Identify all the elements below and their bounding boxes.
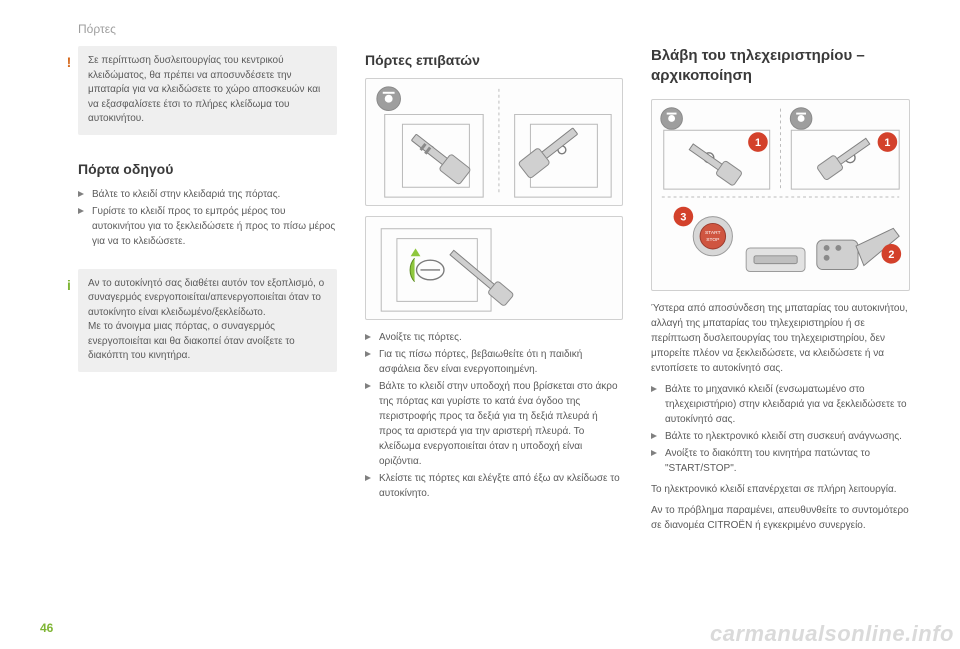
svg-text:STOP: STOP	[706, 237, 719, 243]
col3-para-1: Ύστερα από αποσύνδεση της μπαταρίας του …	[651, 301, 910, 376]
svg-text:2: 2	[888, 248, 894, 260]
info-text: Αν το αυτοκίνητό σας διαθέτει αυτόν τον …	[88, 278, 324, 362]
col2-bullets: Ανοίξτε τις πόρτες. Για τις πίσω πόρτες,…	[365, 330, 623, 503]
col2-bullet-1: Ανοίξτε τις πόρτες.	[365, 330, 623, 345]
column-2: Πόρτες επιβατών	[365, 46, 623, 539]
column-3: Βλάβη του τηλεχειριστηρίου – αρχικοποίησ…	[651, 46, 910, 539]
illustration-child-lock	[365, 216, 623, 320]
col2-bullet-2: Για τις πίσω πόρτες, βεβαιωθείτε ότι η π…	[365, 347, 623, 377]
warning-box: ! Σε περίπτωση δυσλειτουργίας του κεντρι…	[78, 46, 337, 135]
col3-bullet-3: Ανοίξτε το διακόπτη του κινητήρα πατώντα…	[651, 446, 910, 476]
col3-bullet-2: Βάλτε το ηλεκτρονικό κλειδί στη συσκευή …	[651, 429, 910, 444]
warning-icon: !	[62, 52, 76, 72]
info-box: i Αν το αυτοκίνητό σας διαθέτει αυτόν το…	[78, 269, 337, 372]
illustration-door-key	[365, 78, 623, 206]
svg-text:1: 1	[884, 136, 890, 148]
svg-text:1: 1	[755, 136, 761, 148]
warning-text: Σε περίπτωση δυσλειτουργίας του κεντρικο…	[88, 55, 320, 124]
col2-bullet-3: Βάλτε το κλειδί στην υποδοχή που βρίσκετ…	[365, 379, 623, 469]
info-icon: i	[62, 275, 76, 295]
col1-bullet-2: Γυρίστε το κλειδί προς το εμπρός μέρος τ…	[78, 204, 337, 249]
col3-bullets: Βάλτε το μηχανικό κλειδί (ενσωματωμένο σ…	[651, 382, 910, 478]
heading-passenger-doors: Πόρτες επιβατών	[365, 52, 623, 68]
col1-bullet-1: Βάλτε το κλειδί στην κλειδαριά της πόρτα…	[78, 187, 337, 202]
illustration-remote-reset: 1 1	[651, 99, 910, 291]
watermark: carmanualsonline.info	[710, 621, 954, 647]
svg-text:3: 3	[680, 211, 686, 223]
section-header: Πόρτες	[78, 22, 910, 36]
svg-text:START: START	[705, 230, 721, 236]
heading-driver-door: Πόρτα οδηγού	[78, 161, 337, 177]
page-number: 46	[40, 621, 53, 635]
column-1: ! Σε περίπτωση δυσλειτουργίας του κεντρι…	[78, 46, 337, 539]
col1-bullets: Βάλτε το κλειδί στην κλειδαριά της πόρτα…	[78, 187, 337, 251]
col3-para-3: Αν το πρόβλημα παραμένει, απευθυνθείτε τ…	[651, 503, 910, 533]
heading-remote-fault: Βλάβη του τηλεχειριστηρίου – αρχικοποίησ…	[651, 46, 910, 87]
col3-bullet-1: Βάλτε το μηχανικό κλειδί (ενσωματωμένο σ…	[651, 382, 910, 427]
col3-para-2: Το ηλεκτρονικό κλειδί επανέρχεται σε πλή…	[651, 482, 910, 497]
col2-bullet-4: Κλείστε τις πόρτες και ελέγξτε από έξω α…	[365, 471, 623, 501]
